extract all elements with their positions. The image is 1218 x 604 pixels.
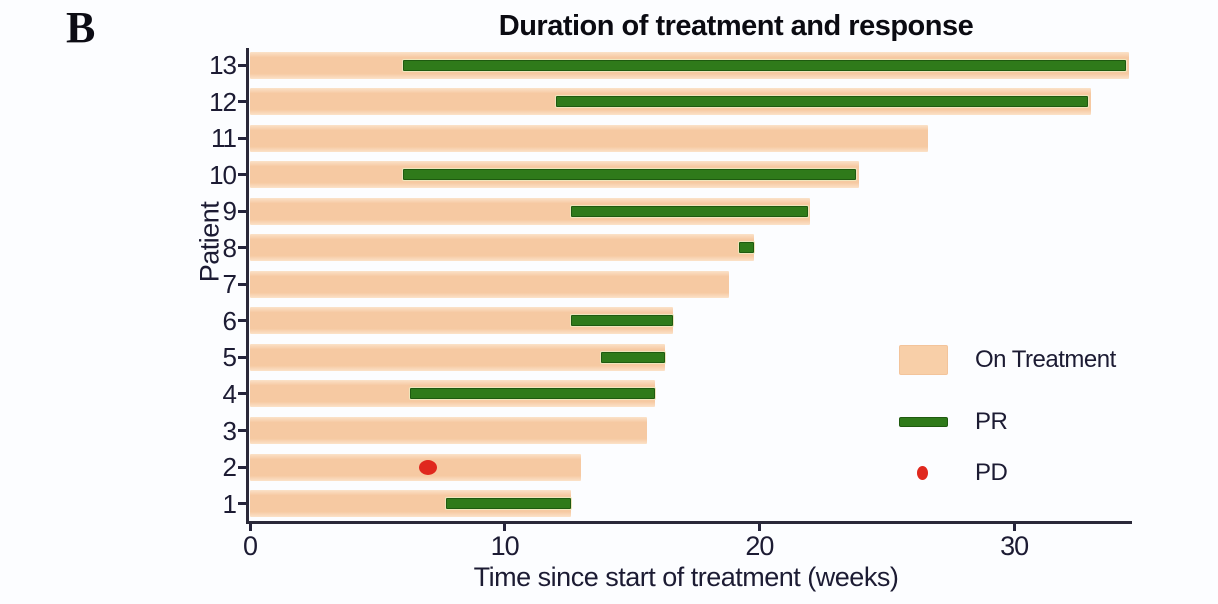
y-tick-label-patient-13: 13 [209, 50, 237, 80]
y-axis-tick [238, 465, 247, 469]
treatment-bar-patient-3 [250, 417, 648, 444]
treatment-bar-patient-8 [250, 234, 755, 262]
pr-segment-patient-5 [601, 351, 666, 363]
legend-pd-label: PD [975, 459, 1008, 486]
x-tick-label-30: 30 [1000, 531, 1029, 561]
x-axis-tick [757, 522, 761, 531]
pr-segment-patient-13 [402, 59, 1127, 71]
x-tick-label-0: 0 [242, 531, 258, 561]
pr-segment-patient-10 [402, 169, 857, 181]
treatment-bar-patient-2 [250, 453, 582, 481]
treatment-bar-patient-7 [250, 270, 729, 298]
y-axis-tick [238, 319, 247, 323]
pr-segment-patient-6 [570, 315, 673, 327]
legend-pr-swatch [899, 417, 948, 427]
y-axis-tick [238, 173, 247, 177]
legend-on-treatment-label: On Treatment [975, 346, 1116, 373]
y-tick-label-patient-12: 12 [209, 86, 237, 117]
x-axis-title: Time since start of treatment (weeks) [473, 562, 899, 592]
pd-marker-patient-2 [419, 459, 438, 475]
x-axis-tick [248, 522, 252, 531]
y-axis-tick [238, 246, 247, 250]
y-axis-tick [238, 282, 247, 286]
pr-segment-patient-8 [739, 242, 755, 254]
pr-segment-patient-12 [555, 96, 1088, 108]
x-axis-tick [503, 522, 507, 531]
y-tick-label-patient-5: 5 [222, 342, 237, 373]
x-tick-label-20: 20 [745, 531, 774, 561]
y-tick-label-patient-1: 1 [222, 488, 237, 519]
legend-pr-label: PR [975, 408, 1008, 435]
pr-segment-patient-4 [410, 388, 655, 400]
y-tick-label-patient-8: 8 [222, 232, 237, 263]
x-axis-tick [1012, 522, 1016, 531]
y-tick-label-patient-6: 6 [222, 305, 237, 336]
treatment-bar-patient-11 [250, 124, 928, 152]
y-tick-label-patient-9: 9 [222, 196, 237, 227]
y-axis-tick [238, 63, 247, 67]
y-axis-tick [238, 429, 247, 432]
y-axis-tick [238, 136, 247, 140]
y-axis-line [246, 48, 249, 524]
pr-segment-patient-9 [570, 205, 808, 217]
y-axis-tick [238, 100, 247, 104]
y-tick-label-patient-10: 10 [209, 159, 237, 190]
y-tick-label-patient-3: 3 [222, 415, 237, 446]
chart-title: Duration of treatment and response [498, 10, 974, 42]
y-tick-label-patient-2: 2 [222, 452, 237, 483]
panel-label: B [66, 3, 96, 52]
y-tick-label-patient-4: 4 [222, 378, 237, 409]
legend-pd-dot-icon [917, 466, 928, 480]
treatment-bar-patient-5 [250, 343, 666, 371]
x-tick-label-10: 10 [490, 531, 520, 561]
pr-segment-patient-1 [446, 498, 571, 510]
y-tick-label-patient-11: 11 [211, 123, 237, 154]
y-axis-tick [238, 355, 247, 359]
legend-on-treatment-swatch [899, 345, 948, 375]
y-axis-tick [238, 209, 247, 213]
x-axis-line [246, 521, 1132, 524]
y-axis-tick [238, 392, 247, 396]
y-axis-tick [238, 502, 247, 506]
y-tick-label-patient-7: 7 [222, 269, 237, 300]
